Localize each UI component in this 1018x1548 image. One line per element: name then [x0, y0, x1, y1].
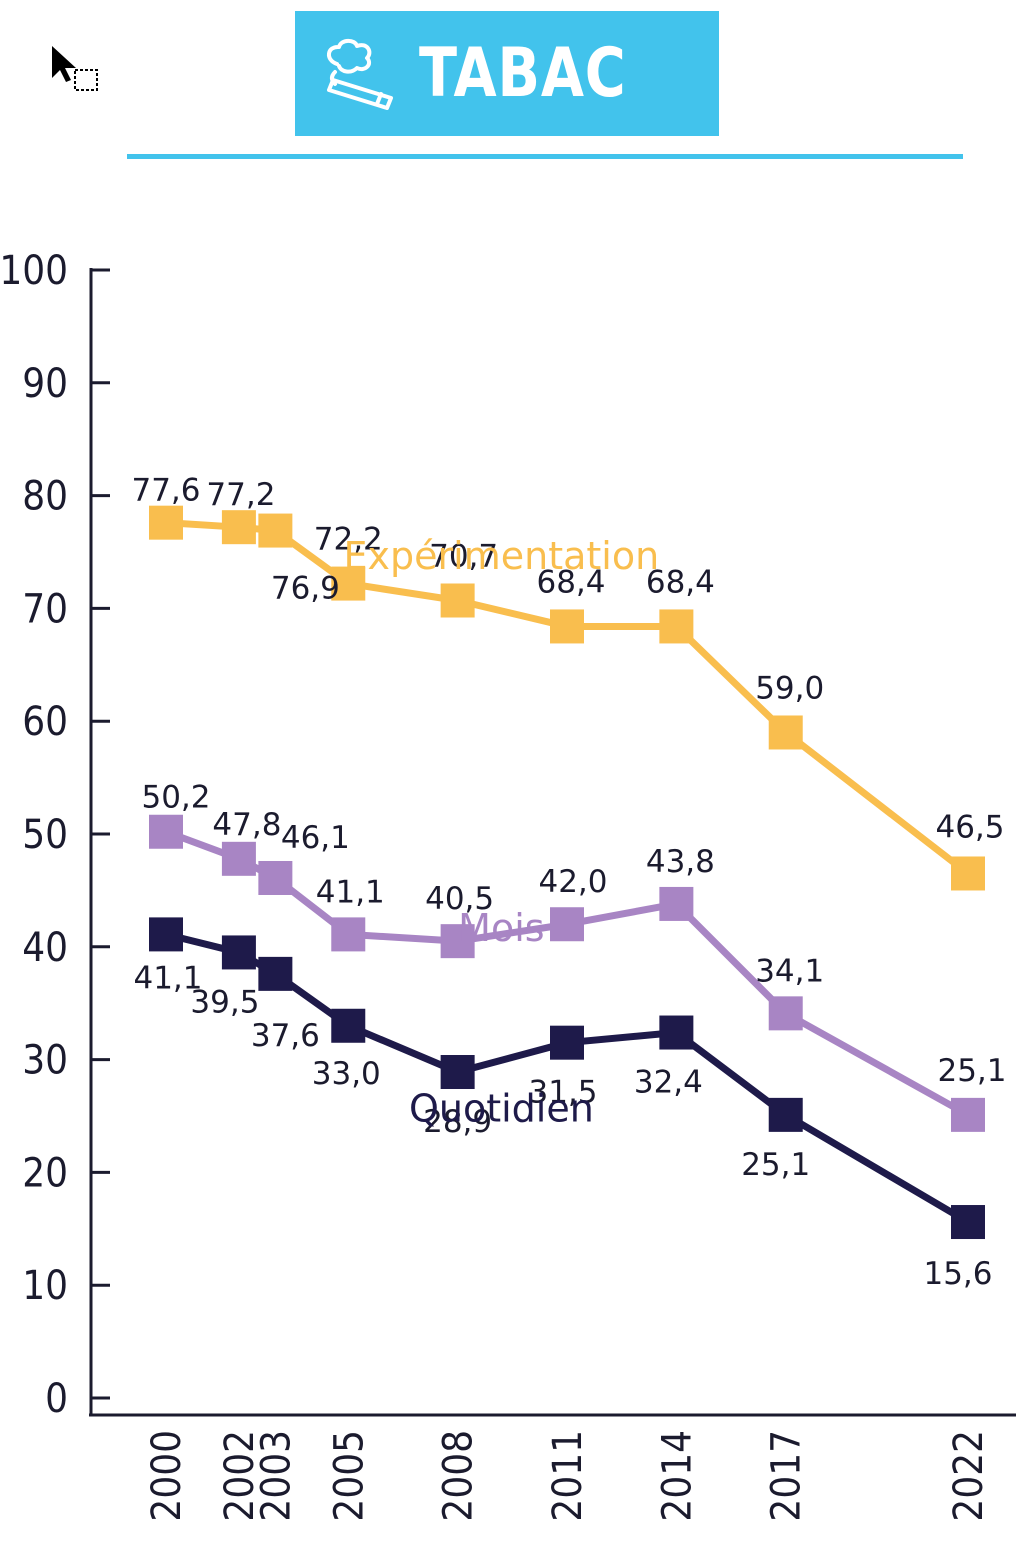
data-label-experimentation-2014: 68,4	[646, 564, 715, 600]
y-tick-label-0: 0	[45, 1376, 68, 1422]
data-label-quotidien-2011: 31,5	[528, 1075, 597, 1111]
data-point-experimentation-2003	[258, 513, 293, 548]
data-point-mois-2003	[258, 860, 293, 895]
cursor-icon	[52, 46, 98, 91]
data-point-mois-2000	[149, 814, 183, 849]
data-label-experimentation-2005: 72,2	[314, 522, 383, 558]
data-point-experimentation-2014	[659, 609, 694, 644]
y-tick-label-20: 20	[22, 1150, 68, 1196]
data-label-experimentation-2002: 77,2	[206, 477, 275, 513]
data-label-mois-2002: 47,8	[212, 807, 281, 843]
x-tick-label-2003: 2003	[253, 1430, 299, 1522]
data-label-quotidien-2014: 32,4	[634, 1065, 703, 1101]
data-point-mois-2008	[440, 924, 475, 959]
chart-axes	[89, 268, 1016, 1417]
data-point-quotidien-2017	[768, 1097, 803, 1132]
y-tick-label-90: 90	[22, 361, 68, 407]
data-label-experimentation-2017: 59,0	[755, 670, 824, 706]
data-point-quotidien-2002	[221, 935, 256, 970]
data-point-mois-2022	[951, 1097, 985, 1132]
data-label-quotidien-2017: 25,1	[741, 1147, 810, 1183]
y-tick-label-100: 100	[0, 248, 68, 294]
data-point-quotidien-2011	[550, 1025, 584, 1060]
data-point-experimentation-2005	[331, 566, 366, 601]
data-label-mois-2017: 34,1	[755, 953, 824, 989]
data-label-mois-2003: 46,1	[281, 820, 350, 856]
data-label-quotidien-2002: 39,5	[190, 984, 259, 1020]
data-label-mois-2000: 50,2	[141, 780, 210, 816]
data-label-experimentation-2003: 76,9	[271, 571, 340, 607]
data-label-quotidien-2000: 41,1	[133, 960, 202, 996]
data-point-quotidien-2000	[149, 917, 183, 952]
y-tick-label-30: 30	[22, 1038, 68, 1084]
y-tick-label-50: 50	[22, 812, 68, 858]
data-label-experimentation-2000: 77,6	[131, 473, 200, 509]
header-divider	[127, 154, 963, 159]
data-point-experimentation-2008	[440, 583, 475, 618]
data-point-mois-2002	[221, 841, 256, 876]
series-name-mois: Mois	[458, 906, 544, 950]
page-title: TABAC	[419, 34, 627, 113]
data-label-mois-2008: 40,5	[425, 881, 494, 917]
data-label-quotidien-2005: 33,0	[312, 1056, 381, 1092]
x-tick-label-2002: 2002	[217, 1430, 263, 1522]
data-point-mois-2005	[331, 917, 366, 952]
data-label-quotidien-2003: 37,6	[251, 1018, 320, 1054]
data-point-quotidien-2003	[258, 956, 293, 991]
data-label-quotidien-2022: 15,6	[923, 1256, 992, 1292]
y-tick-label-60: 60	[22, 699, 68, 745]
data-point-experimentation-2017	[768, 715, 803, 750]
data-point-quotidien-2022	[951, 1205, 985, 1240]
y-tick-label-40: 40	[22, 925, 68, 971]
y-tick-label-70: 70	[22, 586, 68, 632]
data-point-experimentation-2002	[221, 510, 256, 545]
data-label-mois-2014: 43,8	[646, 844, 715, 880]
data-point-experimentation-2000	[149, 505, 183, 540]
series-name-quotidien: Quotidien	[409, 1087, 594, 1131]
data-point-quotidien-2008	[440, 1055, 475, 1090]
y-tick-label-80: 80	[22, 474, 68, 520]
x-tick-label-2017: 2017	[764, 1430, 810, 1522]
x-tick-label-2011: 2011	[545, 1430, 591, 1522]
data-label-experimentation-2008: 70,7	[429, 539, 498, 575]
data-label-mois-2022: 25,1	[937, 1053, 1006, 1089]
data-point-mois-2014	[659, 886, 694, 921]
data-label-mois-2005: 41,1	[316, 874, 385, 910]
x-tick-label-2000: 2000	[144, 1430, 190, 1522]
data-point-mois-2011	[550, 907, 584, 942]
data-point-experimentation-2011	[550, 609, 584, 644]
x-tick-label-2005: 2005	[326, 1430, 372, 1522]
data-point-experimentation-2022	[951, 856, 985, 891]
data-point-quotidien-2005	[331, 1008, 366, 1043]
x-tick-label-2022: 2022	[946, 1430, 992, 1522]
title-banner: TABAC	[295, 11, 719, 136]
data-label-experimentation-2022: 46,5	[935, 809, 1004, 845]
x-tick-label-2014: 2014	[654, 1430, 700, 1522]
data-label-experimentation-2011: 68,4	[536, 564, 605, 600]
y-tick-label-10: 10	[22, 1263, 68, 1309]
data-label-quotidien-2008: 28,9	[423, 1104, 492, 1140]
series-name-experimentation: Expérimentation	[344, 534, 660, 578]
data-point-mois-2017	[768, 996, 803, 1031]
data-point-quotidien-2014	[659, 1015, 694, 1050]
cigarette-icon	[327, 38, 394, 110]
data-label-mois-2011: 42,0	[538, 864, 607, 900]
x-tick-label-2008: 2008	[436, 1430, 482, 1522]
